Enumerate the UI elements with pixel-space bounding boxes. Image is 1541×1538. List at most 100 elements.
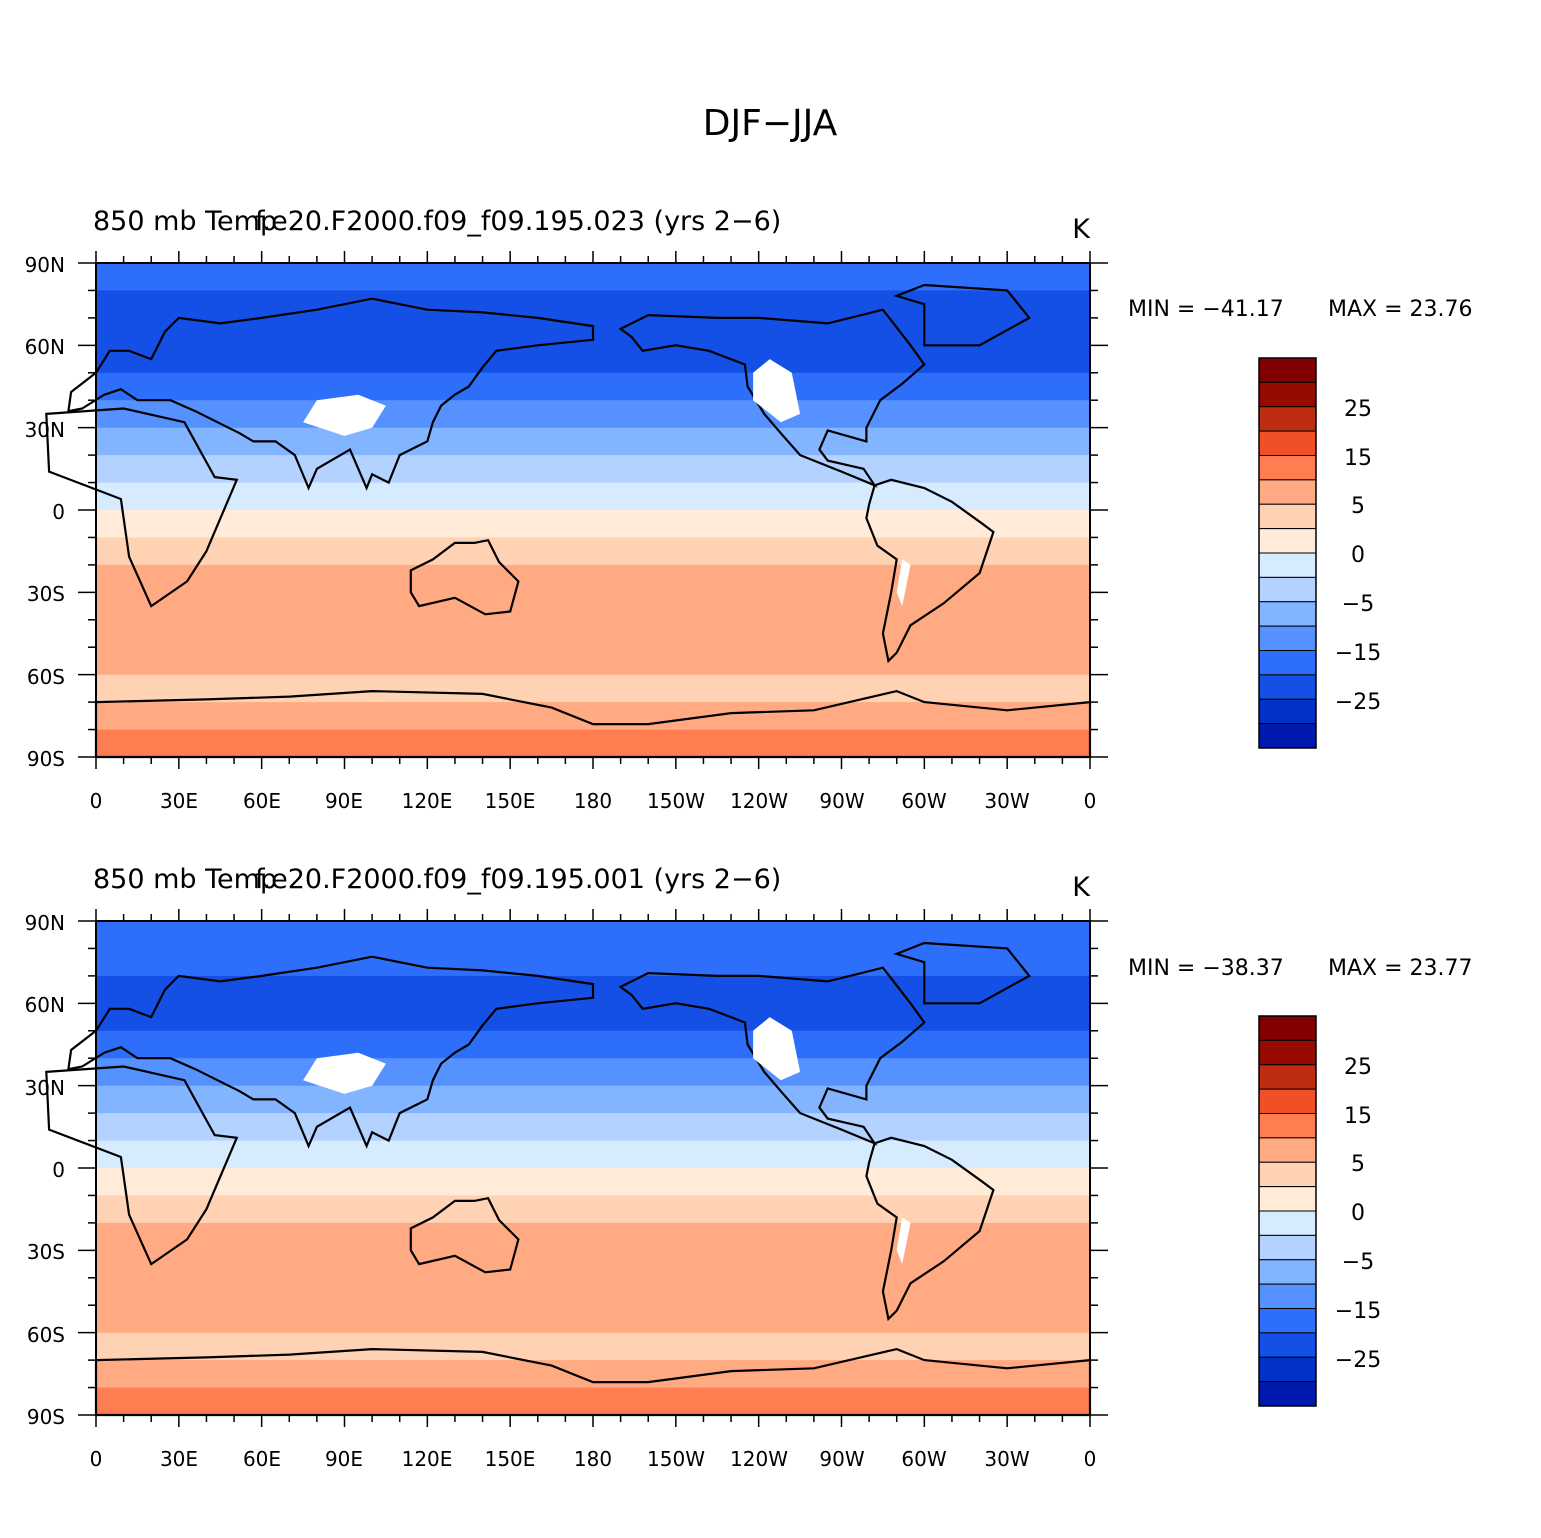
contour-band — [96, 427, 1090, 456]
panel-2-lon-label: 90E — [325, 1447, 363, 1471]
panel-2-lon-label: 120E — [402, 1447, 453, 1471]
contour-band — [96, 729, 1090, 758]
panel-1-lon-label: 90W — [819, 789, 864, 813]
colorbar-box — [1258, 1015, 1317, 1041]
contour-band — [96, 263, 1090, 291]
contour-band — [96, 1360, 1090, 1389]
panel-2-colorbar-labels: 25 15 5 0 −5 −15 −25 — [1335, 1055, 1381, 1373]
panel-2-lat-label: 30S — [27, 1240, 65, 1264]
panel-1-colorbar-labels: 25 15 5 0 −5 −15 −25 — [1335, 397, 1381, 715]
panel-2-colorbar-label: −15 — [1335, 1299, 1381, 1324]
panel-1-lon-label: 150E — [485, 789, 536, 813]
panel-1-min-label: MIN = −41.17 — [1128, 297, 1284, 322]
panel-2-lon-label: 60W — [901, 1447, 946, 1471]
panel-1-lon-label: 30W — [984, 789, 1029, 813]
panel-1-lon-label: 150W — [647, 789, 705, 813]
colorbar-box — [1258, 1210, 1317, 1236]
panel-1-colorbar-label: −5 — [1342, 592, 1374, 617]
contour-band — [96, 1113, 1090, 1142]
panel-1-ticks — [78, 251, 1108, 769]
colorbar-box — [1258, 1308, 1317, 1334]
panel-2-lon-label: 150E — [485, 1447, 536, 1471]
panel-2-ticks — [78, 909, 1108, 1427]
panel-1-lat-label: 90S — [27, 747, 65, 771]
masked-highland — [896, 559, 911, 607]
contour-band — [96, 537, 1090, 566]
panel-1-colorbar-frame — [1258, 357, 1317, 749]
colorbar-box — [1258, 357, 1317, 383]
panel-1-colorbar-label: 0 — [1351, 543, 1365, 568]
panel-1-title-left: 850 mb Temp — [93, 206, 277, 237]
panel-1-colorbar-label: −15 — [1335, 641, 1381, 666]
contour-band — [96, 1305, 1090, 1334]
colorbar-box — [1258, 1064, 1317, 1090]
contour-band — [96, 647, 1090, 676]
coastline — [893, 941, 1031, 1005]
contour-band — [96, 564, 1090, 593]
contour-band — [96, 702, 1090, 731]
panel-1-colorbar-label: 5 — [1351, 494, 1365, 519]
panel-2-colorbar-label: 5 — [1351, 1152, 1365, 1177]
panel-1-lon-label: 60W — [901, 789, 946, 813]
panel-2-lon-label: 90W — [819, 1447, 864, 1471]
colorbar-box — [1258, 625, 1317, 652]
contour-band — [96, 948, 1090, 977]
panel-1-lon-label: 30E — [160, 789, 198, 813]
coastline — [67, 955, 595, 1149]
panel-2-lon-label: 0 — [1084, 1447, 1097, 1471]
colorbar-box — [1258, 1381, 1317, 1407]
colorbar-box — [1258, 1039, 1317, 1066]
coastline — [45, 1065, 239, 1266]
panel-2-colorbar-label: 0 — [1351, 1201, 1365, 1226]
panel-2-lon-label: 120W — [730, 1447, 788, 1471]
panel-2-title-center: f.e20.F2000.f09_f09.195.001 (yrs 2−6) — [255, 864, 781, 895]
colorbar-box — [1258, 455, 1317, 481]
panel-1-lon-label: 0 — [90, 789, 103, 813]
colorbar-box — [1258, 1283, 1317, 1310]
masked-highland — [896, 1217, 911, 1265]
contour-band — [96, 1168, 1090, 1196]
panel-2-units: K — [1072, 872, 1091, 903]
colorbar-box — [1258, 1186, 1317, 1212]
colorbar-box — [1258, 1259, 1317, 1285]
colorbar-box — [1258, 552, 1317, 578]
panel-1-lat-label: 60S — [27, 665, 65, 689]
panel-1-colorbar — [1258, 357, 1317, 749]
panel-2-lon-labels: 0 30E 60E 90E 120E 150E 180 150W 120W 90… — [90, 1447, 1097, 1471]
colorbar-box — [1258, 1332, 1317, 1358]
colorbar-box — [1258, 1161, 1317, 1188]
masked-highland — [303, 1052, 386, 1094]
panel-2-lat-label: 60N — [25, 993, 65, 1017]
contour-band — [96, 1387, 1090, 1416]
contour-band — [96, 1085, 1090, 1114]
panel-2-max-label: MAX = 23.77 — [1328, 956, 1473, 981]
panel-1-lon-label: 120W — [730, 789, 788, 813]
masked-highland — [753, 1017, 801, 1081]
contour-band — [96, 345, 1090, 374]
panel-2-colorbar-frame — [1258, 1015, 1317, 1407]
panel-1-lon-label: 120E — [402, 789, 453, 813]
colorbar-box — [1258, 1137, 1317, 1163]
panel-1-lat-label: 90N — [25, 253, 65, 277]
panel-2-lat-label: 90S — [27, 1405, 65, 1429]
coastline — [893, 283, 1031, 347]
colorbar-box — [1258, 1234, 1317, 1261]
panel-1-lon-label: 60E — [243, 789, 281, 813]
colorbar-box — [1258, 503, 1317, 530]
colorbar-box — [1258, 381, 1317, 408]
coastline — [865, 478, 995, 664]
contour-band — [96, 372, 1090, 401]
panel-2-lat-label: 60S — [27, 1323, 65, 1347]
colorbar-box — [1258, 650, 1317, 676]
contour-band — [96, 510, 1090, 538]
colorbar-box — [1258, 430, 1317, 457]
colorbar-box — [1258, 1113, 1317, 1139]
contour-band — [96, 1058, 1090, 1087]
panel-1-lon-label: 90E — [325, 789, 363, 813]
colorbar-box — [1258, 576, 1317, 603]
panel-2-colorbar — [1258, 1015, 1317, 1407]
panel-2-contour-bands — [96, 921, 1090, 1416]
panel-2-colorbar-boxes — [1258, 1015, 1317, 1407]
panel-2: 850 mb Temp f.e20.F2000.f09_f09.195.001 … — [25, 864, 1473, 1471]
